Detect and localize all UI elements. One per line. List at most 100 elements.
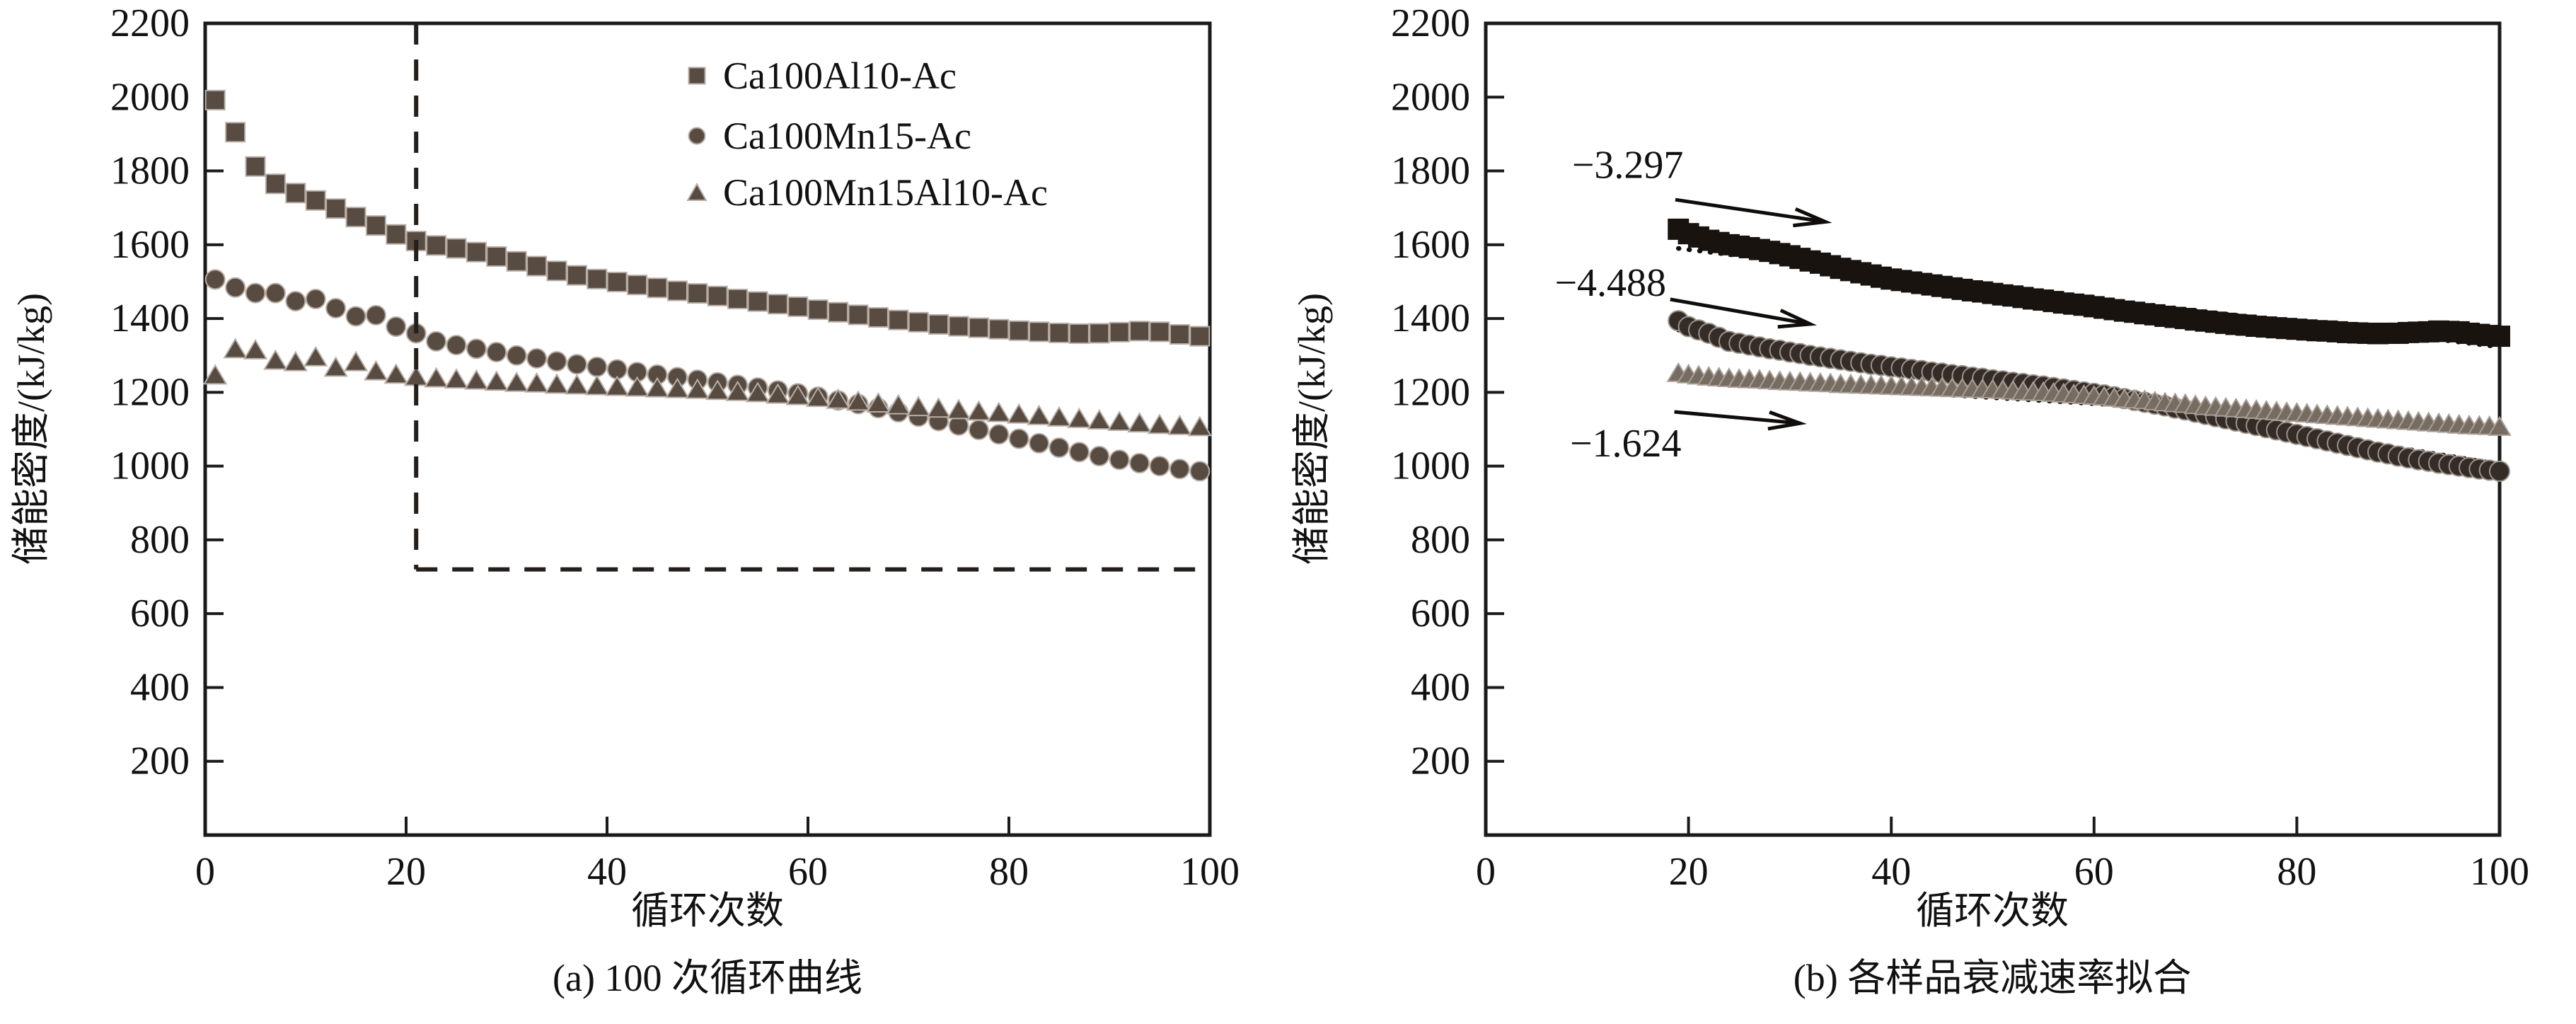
y-tick-label: 2000 — [1391, 75, 1470, 119]
data-point-circle — [1049, 437, 1070, 459]
data-point-square — [1029, 321, 1050, 343]
x-tick-label: 20 — [386, 850, 426, 894]
data-point-circle — [1109, 449, 1130, 471]
data-point-square — [948, 316, 969, 337]
y-tick-label: 600 — [1411, 592, 1470, 635]
data-point-triangle — [584, 374, 610, 396]
data-point-triangle — [424, 367, 449, 388]
y-tick-label: 1200 — [1391, 370, 1470, 414]
x-tick-label: 60 — [2074, 850, 2114, 894]
data-point-circle — [204, 269, 226, 290]
data-point-triangle — [444, 368, 469, 389]
data-point-triangle — [685, 378, 710, 399]
data-point-circle — [1089, 446, 1110, 467]
x-axis: 0 20 40 60 80 100 — [195, 817, 1240, 894]
data-point-triangle — [524, 372, 549, 393]
data-point-circle — [345, 306, 366, 327]
annotation-arrow-shaft — [1674, 410, 1801, 425]
data-point-square — [1049, 322, 1070, 343]
y-tick-label: 600 — [130, 592, 190, 635]
y-tick-label: 1400 — [110, 297, 190, 340]
data-point-circle — [587, 356, 608, 377]
data-point-square — [908, 311, 929, 333]
data-point-triangle — [805, 386, 831, 408]
panel-a: 0 20 40 60 80 100 200 400 600 800 1000 1200 1400 1600… — [10, 1, 1240, 999]
y-tick-label: 1400 — [1391, 297, 1470, 340]
x-tick-label: 20 — [1669, 850, 1709, 894]
annotation-arrow-shaft — [1675, 197, 1826, 224]
data-point-triangle — [986, 401, 1012, 422]
data-point-triangle — [826, 388, 850, 409]
legend-item-label: Ca100Al10-Ac — [723, 54, 957, 97]
data-point-triangle — [263, 349, 288, 370]
data-point-square — [1068, 323, 1090, 344]
data-point-circle — [1008, 428, 1029, 449]
panel-caption: (a) 100 次循环曲线 — [553, 957, 862, 999]
data-point-square — [606, 271, 628, 292]
data-point-triangle — [645, 376, 670, 398]
y-tick-label: 1600 — [110, 223, 190, 267]
data-point-circle — [466, 338, 487, 359]
data-point-triangle — [544, 373, 570, 394]
series-Ca100Mn15Al10-Ac — [1666, 362, 2512, 436]
data-point-triangle — [886, 393, 911, 415]
data-point-triangle — [504, 371, 529, 392]
data-point-triangle — [202, 364, 228, 385]
data-point-triangle — [866, 392, 891, 413]
x-tick-label: 0 — [195, 850, 215, 894]
data-point-square — [486, 246, 507, 267]
data-point-square — [968, 317, 989, 338]
legend-circle-icon — [688, 127, 706, 145]
data-point-square — [325, 198, 347, 219]
data-point-circle — [1029, 432, 1050, 454]
x-tick-label: 100 — [1180, 850, 1240, 894]
data-point-square — [707, 285, 728, 306]
data-point-square — [285, 183, 306, 204]
x-tick-label: 80 — [989, 850, 1029, 894]
data-point-circle — [988, 424, 1010, 445]
data-point-square — [506, 251, 527, 272]
slope-annotation-label: −1.624 — [1570, 422, 1682, 466]
data-point-circle — [1149, 456, 1170, 477]
legend-item-label: Ca100Mn15-Ac — [723, 115, 971, 157]
data-point-circle — [1068, 442, 1090, 463]
data-point-square — [446, 238, 467, 259]
data-point-square — [747, 291, 768, 312]
data-point-square — [1109, 321, 1130, 343]
data-point-square — [1189, 326, 1211, 347]
data-point-square — [225, 122, 246, 143]
y-tick-label: 1800 — [110, 149, 190, 193]
data-point-triangle — [705, 379, 730, 401]
y-axis-title: 储能密度/(kJ/kg) — [10, 293, 52, 565]
annotation-arrow-head — [1793, 207, 1832, 228]
y-tick-label: 1000 — [1391, 444, 1470, 488]
data-point-circle — [446, 335, 467, 356]
y-tick-label: 2200 — [110, 1, 190, 45]
x-axis-title: 循环次数 — [631, 890, 784, 932]
data-point-square — [828, 301, 849, 323]
data-point-circle — [225, 277, 246, 298]
data-point-triangle — [1006, 403, 1032, 424]
data-point-circle — [1189, 461, 1211, 482]
data-point-circle — [426, 330, 447, 352]
y-tick-label: 400 — [130, 665, 190, 709]
data-point-circle — [546, 351, 567, 372]
data-point-square — [988, 318, 1010, 340]
data-point-square — [546, 260, 567, 282]
x-axis: 0 20 40 60 80 100 — [1476, 817, 2529, 894]
series-Ca100Al10-Ac — [204, 89, 1211, 347]
data-point-circle — [486, 342, 507, 363]
y-tick-label: 1800 — [1391, 149, 1470, 193]
y-tick-label: 200 — [1411, 740, 1470, 783]
data-point-square — [265, 173, 286, 195]
legend-item: Ca100Mn15-Ac — [688, 115, 971, 157]
data-point-triangle — [766, 383, 790, 404]
data-point-triangle — [464, 369, 489, 390]
data-point-square — [928, 313, 949, 335]
data-point-square — [1149, 321, 1170, 343]
legend-item-label: Ca100Mn15Al10-Ac — [723, 171, 1048, 214]
data-point-square — [687, 283, 708, 304]
data-point-square — [848, 304, 869, 326]
data-point-triangle — [665, 377, 690, 398]
